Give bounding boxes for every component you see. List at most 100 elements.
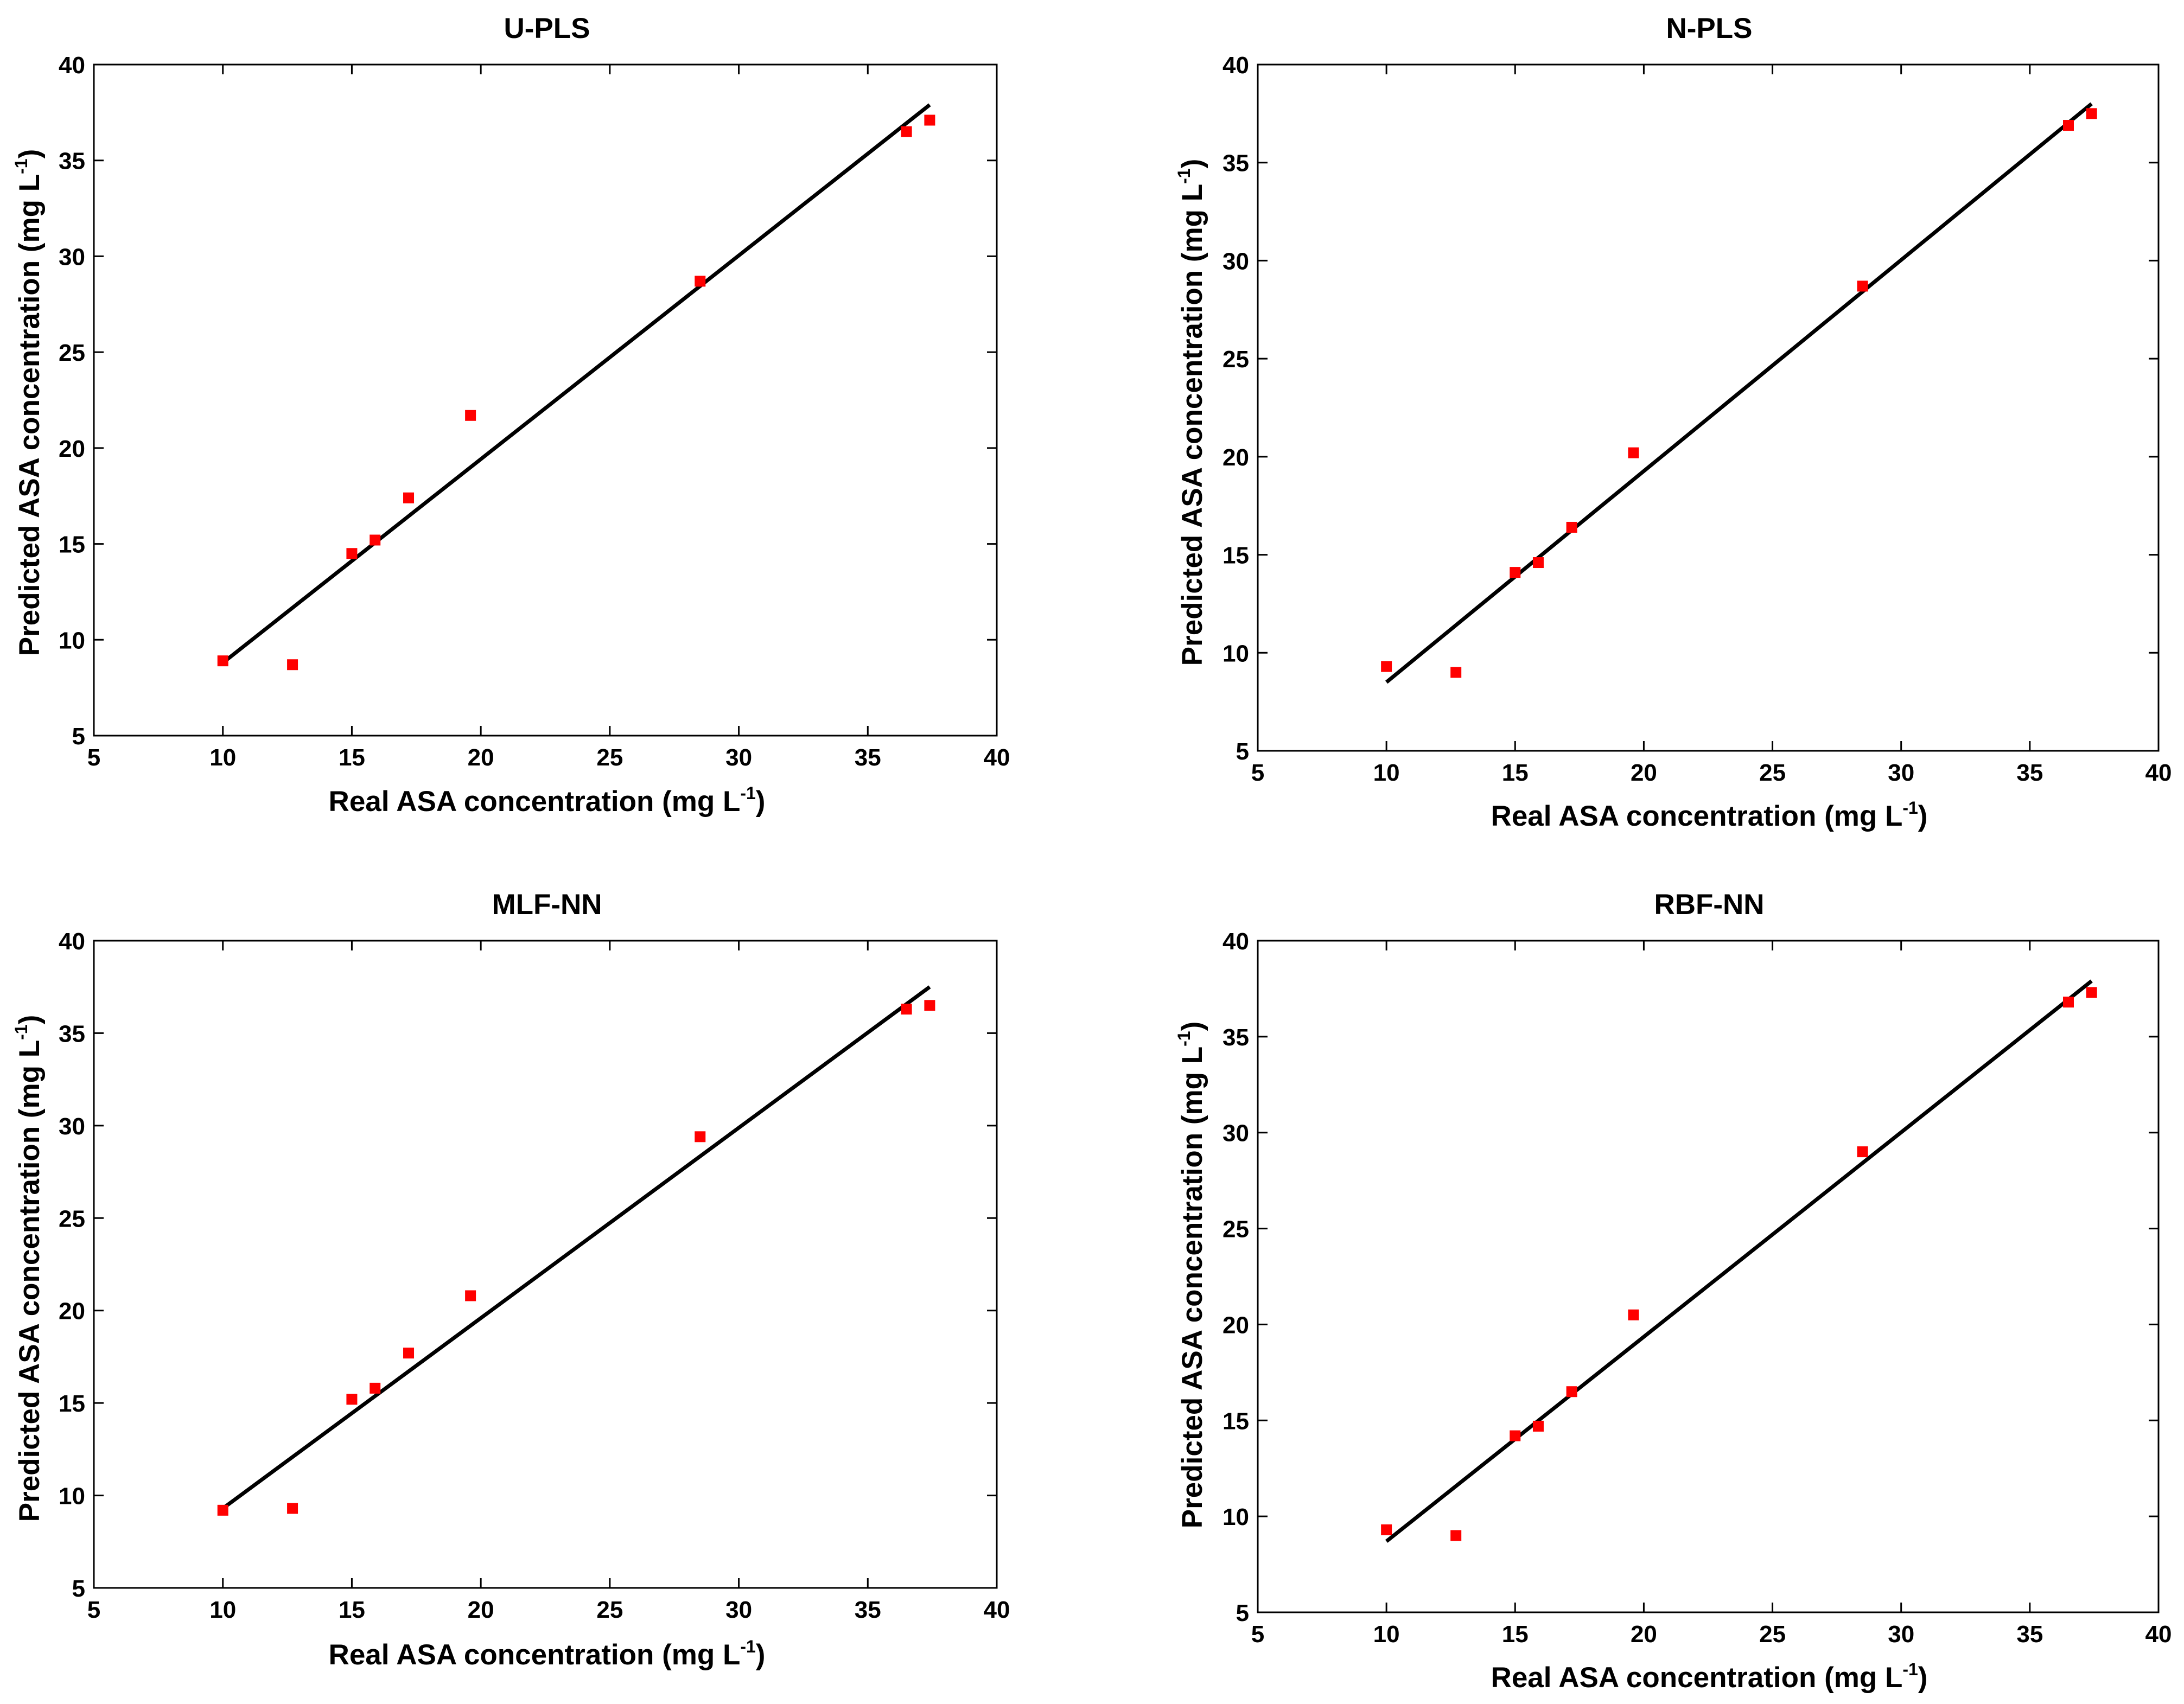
y-tick-label: 25 <box>1222 1216 1249 1243</box>
axes-box <box>1257 63 2160 752</box>
x-tick-label: 25 <box>596 1597 623 1623</box>
fit-line <box>221 985 931 1510</box>
y-tick-label: 35 <box>1222 150 1249 177</box>
y-tick-label: 5 <box>1236 1600 1249 1626</box>
data-point <box>403 1348 415 1359</box>
x-tick-label: 25 <box>596 744 623 771</box>
x-tick-label: 35 <box>2016 760 2043 786</box>
y-tick-label: 40 <box>59 928 85 955</box>
chart-title: MLF-NN <box>492 889 602 921</box>
panel-u-pls: U-PLS 5 10 15 20 25 30 35 40 5 10 15 20 25 30 35 40 Rea… <box>11 12 1010 818</box>
y-tick-label: 10 <box>1222 640 1249 667</box>
x-tick-label: 30 <box>725 1597 752 1623</box>
data-point <box>2063 120 2074 131</box>
x-tick-label: 40 <box>984 744 1010 771</box>
data-point <box>1857 280 1868 292</box>
y-axis-label: Predicted ASA concentration (mg L-1) <box>1174 159 1208 666</box>
x-tick-label: 20 <box>1631 760 1657 786</box>
x-tick-label: 20 <box>1631 1621 1657 1648</box>
x-tick-label: 35 <box>855 1597 881 1623</box>
y-tick-label: 15 <box>1222 1408 1249 1434</box>
y-tick-label: 10 <box>1222 1504 1249 1530</box>
plot-area: 5 10 15 20 25 30 35 40 5 10 15 20 25 30 35 40 <box>59 52 1010 771</box>
x-tick-label: 30 <box>1888 1621 1914 1648</box>
y-tick-label: 15 <box>1222 543 1249 569</box>
y-tick-label: 20 <box>59 1298 85 1325</box>
data-point <box>1628 447 1639 458</box>
panel-mlf-nn: MLF-NN 5 10 15 20 25 30 35 40 5 10 15 20 25 30 35 40 Re… <box>11 889 1010 1671</box>
axes-box <box>93 940 998 1589</box>
data-point <box>217 1504 228 1516</box>
y-tick-label: 5 <box>72 723 85 750</box>
data-point <box>695 276 706 287</box>
plot-area: 5 10 15 20 25 30 35 40 5 10 15 20 25 30 35 40 <box>1222 928 2172 1648</box>
x-tick-label: 5 <box>87 1597 100 1623</box>
x-tick-label: 10 <box>209 744 236 771</box>
x-tick-label: 35 <box>855 744 881 771</box>
x-tick-label: 10 <box>1373 1621 1400 1648</box>
y-tick-label: 15 <box>59 1390 85 1417</box>
x-tick-label: 20 <box>468 1597 494 1623</box>
data-point <box>924 1000 935 1011</box>
x-axis-label: Real ASA concentration (mg L-1) <box>1491 1660 1928 1694</box>
y-tick-label: 15 <box>59 532 85 558</box>
data-point <box>1450 667 1462 678</box>
x-tick-label: 15 <box>1502 760 1529 786</box>
data-point <box>1450 1530 1462 1541</box>
data-point <box>1532 1420 1544 1432</box>
data-point <box>924 114 935 126</box>
x-tick-label: 5 <box>1251 760 1264 786</box>
x-tick-label: 15 <box>339 744 365 771</box>
y-tick-label: 35 <box>1222 1024 1249 1051</box>
panel-n-pls: N-PLS 5 10 15 20 25 30 35 40 5 10 15 20 25 30 35 40 Rea… <box>1174 12 2172 832</box>
y-tick-label: 25 <box>1222 346 1249 373</box>
x-tick-label: 20 <box>468 744 494 771</box>
x-tick-label: 30 <box>1888 760 1914 786</box>
data-point <box>346 548 358 559</box>
data-point <box>370 1382 381 1394</box>
panel-rbf-nn: RBF-NN 5 10 15 20 25 30 35 40 5 10 15 20 25 30 35 40 Re… <box>1174 889 2172 1694</box>
y-axis-label: Predicted ASA concentration (mg L-1) <box>1174 1022 1208 1528</box>
data-point <box>1628 1309 1639 1320</box>
data-point <box>403 492 415 503</box>
y-tick-label: 5 <box>1236 738 1249 765</box>
x-tick-label: 5 <box>1251 1621 1264 1648</box>
y-tick-label: 40 <box>1222 928 1249 955</box>
data-point <box>2063 997 2074 1008</box>
data-point <box>465 1290 476 1301</box>
data-point <box>2086 108 2097 119</box>
y-tick-label: 30 <box>1222 1120 1249 1147</box>
y-tick-label: 20 <box>1222 1312 1249 1338</box>
y-tick-label: 10 <box>59 627 85 654</box>
data-point <box>370 534 381 546</box>
fit-line <box>1385 979 2093 1543</box>
data-point <box>1510 1430 1521 1441</box>
x-tick-label: 5 <box>87 744 100 771</box>
y-tick-label: 35 <box>59 148 85 175</box>
y-axis-label: Predicted ASA concentration (mg L-1) <box>11 149 46 656</box>
fit-line <box>1385 102 2093 684</box>
data-point <box>346 1394 358 1405</box>
chart-title: N-PLS <box>1666 12 1753 44</box>
axes-box <box>93 63 998 737</box>
data-point <box>901 1004 912 1015</box>
x-tick-label: 15 <box>339 1597 365 1623</box>
data-point <box>1532 557 1544 569</box>
y-tick-label: 25 <box>59 340 85 366</box>
y-tick-label: 30 <box>59 1113 85 1140</box>
fit-line <box>221 103 931 665</box>
x-tick-label: 30 <box>725 744 752 771</box>
y-tick-label: 5 <box>72 1575 85 1602</box>
data-point <box>1510 567 1521 578</box>
x-axis-label: Real ASA concentration (mg L-1) <box>329 783 766 818</box>
data-point <box>2086 987 2097 998</box>
x-tick-label: 10 <box>209 1597 236 1623</box>
y-tick-label: 40 <box>1222 52 1249 79</box>
y-tick-label: 10 <box>59 1483 85 1510</box>
x-tick-label: 15 <box>1502 1621 1529 1648</box>
y-tick-label: 20 <box>1222 444 1249 471</box>
plot-area: 5 10 15 20 25 30 35 40 5 10 15 20 25 30 35 40 <box>59 928 1010 1623</box>
data-point <box>695 1131 706 1143</box>
y-tick-label: 25 <box>59 1205 85 1232</box>
